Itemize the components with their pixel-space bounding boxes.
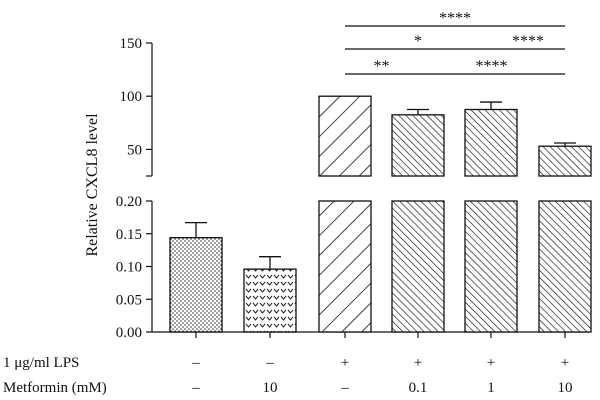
condition-label-lps: 1 μg/ml LPS [3, 355, 79, 371]
condition-value: + [487, 355, 495, 371]
significance-label: ** [374, 58, 390, 75]
bars [169, 95, 592, 333]
condition-value: – [340, 380, 349, 396]
y-axis-label: Relative CXCL8 level [84, 113, 101, 257]
y-tick-label: 150 [120, 36, 143, 52]
y-tick-label: 0.00 [116, 325, 142, 341]
axes: 0.00 0.05 0.10 0.15 0.20 50 100 150 [116, 36, 590, 341]
y-tick-label: 0.05 [116, 292, 142, 308]
bar-upper-segment [391, 114, 445, 177]
bar-lower-segment [464, 200, 518, 333]
bar-upper-segment [538, 145, 592, 177]
y-tick-label: 0.15 [116, 227, 142, 243]
significance-label: * [414, 33, 422, 50]
condition-value: – [191, 380, 200, 396]
condition-value: – [191, 355, 200, 371]
significance-label: **** [512, 33, 544, 50]
bar-upper-segment [464, 108, 518, 177]
condition-value: 0.1 [409, 380, 428, 396]
condition-value: 10 [263, 380, 278, 396]
condition-value: – [265, 355, 274, 371]
bar-lower-segment [538, 200, 592, 333]
bar [243, 268, 297, 333]
condition-value: 1 [487, 380, 495, 396]
significance-label: **** [439, 10, 471, 27]
y-tick-label: 100 [120, 89, 143, 105]
bar-lower-segment [318, 200, 372, 333]
bar-upper-segment [318, 95, 372, 177]
condition-values: – – + + + + – 10 – 0.1 1 10 [191, 355, 572, 396]
y-tick-label: 0.20 [116, 194, 142, 210]
significance-brackets: ***** ****** **** [345, 10, 565, 75]
condition-label-metformin: Metformin (mM) [3, 380, 107, 396]
significance-label: **** [476, 58, 508, 75]
condition-value: + [561, 355, 569, 371]
y-tick-label: 0.10 [116, 260, 142, 276]
condition-value: 10 [558, 380, 573, 396]
condition-table: 1 μg/ml LPS Metformin (mM) – – + + + + – 10 – 0.1… [3, 355, 573, 396]
y-tick-label: 50 [127, 142, 142, 158]
bar [169, 237, 223, 333]
condition-value: + [341, 355, 349, 371]
condition-value: + [414, 355, 422, 371]
bar-lower-segment [391, 200, 445, 333]
